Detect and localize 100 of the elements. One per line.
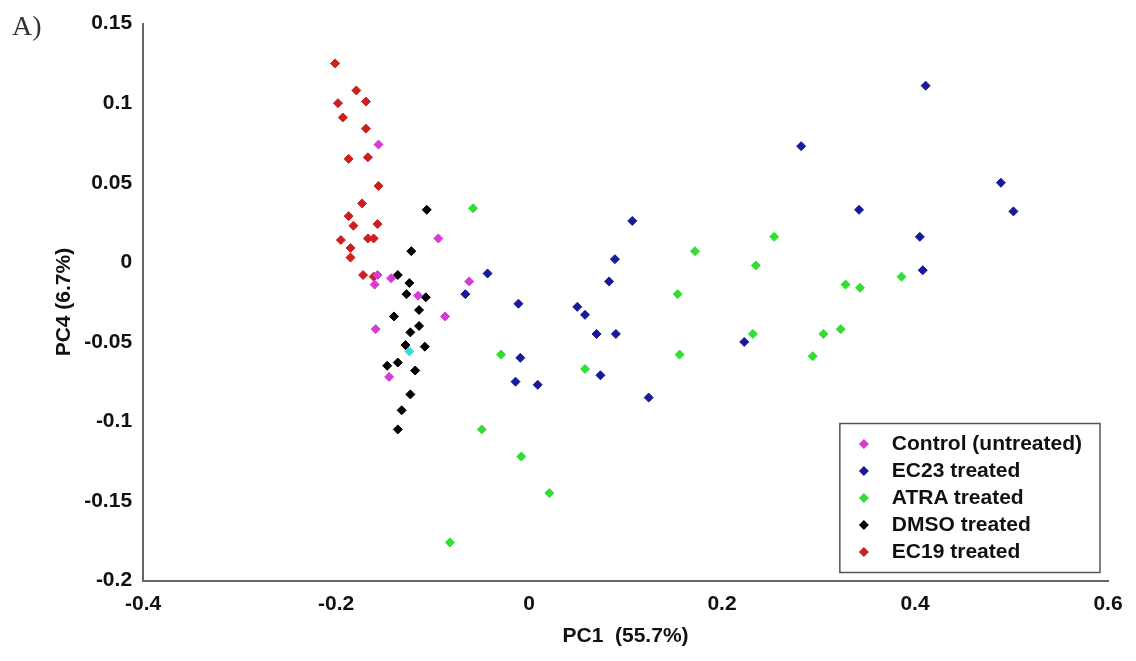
point xyxy=(335,235,346,246)
point xyxy=(516,451,527,462)
y-tick-label: 0.05 xyxy=(91,169,133,193)
point xyxy=(332,98,343,109)
point xyxy=(369,279,380,290)
point xyxy=(372,270,383,281)
point xyxy=(392,357,403,368)
point xyxy=(580,363,591,374)
point xyxy=(769,231,780,242)
point xyxy=(414,305,425,316)
point xyxy=(414,320,425,331)
point xyxy=(384,371,395,382)
point xyxy=(468,203,479,214)
point xyxy=(386,273,397,284)
legend-label: EC19 treated xyxy=(891,538,1021,562)
point xyxy=(690,246,701,257)
point xyxy=(855,282,866,293)
point xyxy=(643,392,654,403)
point xyxy=(818,328,829,339)
point xyxy=(510,376,521,387)
point xyxy=(995,177,1006,188)
point xyxy=(513,298,524,309)
point xyxy=(580,309,591,320)
point xyxy=(370,324,381,335)
legend-label: ATRA treated xyxy=(891,484,1024,508)
point xyxy=(604,276,615,287)
point xyxy=(482,268,493,279)
point xyxy=(807,351,818,362)
x-axis-title: PC1 (55.7%) xyxy=(562,623,689,647)
text: A) xyxy=(12,10,42,42)
x-tick-label: 0 xyxy=(523,591,535,614)
x-tick-label: 0.6 xyxy=(1093,591,1123,614)
point xyxy=(476,424,487,435)
point xyxy=(392,270,403,281)
y-tick-label: -0.15 xyxy=(84,487,133,511)
point xyxy=(413,290,424,301)
point xyxy=(460,289,471,300)
point xyxy=(750,260,761,271)
y-tick-label: 0.15 xyxy=(91,10,133,34)
point xyxy=(420,292,431,303)
point xyxy=(496,349,507,360)
point xyxy=(854,204,865,215)
y-tick-label: -0.1 xyxy=(95,408,133,432)
point xyxy=(388,311,399,322)
point xyxy=(396,405,407,416)
point xyxy=(373,180,384,191)
point xyxy=(410,365,421,376)
point xyxy=(382,360,393,371)
y-tick-label: 0 xyxy=(120,249,133,273)
legend-label: Control (untreated) xyxy=(891,430,1083,454)
point xyxy=(357,198,368,209)
point xyxy=(404,346,415,357)
point xyxy=(351,85,362,96)
point xyxy=(444,537,455,548)
point xyxy=(672,289,683,300)
point xyxy=(337,112,348,123)
point xyxy=(433,233,444,244)
point xyxy=(405,327,416,338)
point xyxy=(627,215,638,226)
point xyxy=(400,340,411,351)
point xyxy=(330,58,341,69)
point xyxy=(591,328,602,339)
legend-label: DMSO treated xyxy=(891,511,1031,535)
point xyxy=(345,242,356,253)
point xyxy=(405,389,416,400)
point xyxy=(373,139,384,150)
point xyxy=(572,301,583,312)
point xyxy=(595,370,606,381)
point xyxy=(532,379,543,390)
point xyxy=(920,80,931,91)
point xyxy=(610,328,621,339)
x-tick-label: -0.2 xyxy=(317,591,355,614)
x-tick-label: 0.2 xyxy=(707,591,737,614)
x-tick-label: 0.4 xyxy=(900,591,930,614)
point xyxy=(1008,206,1019,217)
point xyxy=(358,270,369,281)
y-tick-label: -0.05 xyxy=(84,328,133,352)
point xyxy=(406,246,417,257)
point xyxy=(372,219,383,230)
x-tick-label: -0.4 xyxy=(124,591,162,614)
point xyxy=(544,488,555,499)
point xyxy=(348,220,359,231)
point xyxy=(914,231,925,242)
point xyxy=(404,278,415,288)
point xyxy=(840,279,851,290)
point xyxy=(401,289,412,300)
point xyxy=(917,265,928,276)
point xyxy=(440,311,451,322)
y-axis-title: PC4 (6.7%) xyxy=(51,247,75,357)
point xyxy=(796,141,807,152)
y-tick-label: -0.2 xyxy=(95,567,133,591)
point xyxy=(419,341,430,352)
point xyxy=(739,336,750,347)
point xyxy=(360,96,371,107)
point xyxy=(345,252,356,263)
point xyxy=(360,123,371,134)
legend-label: EC23 treated xyxy=(891,457,1021,481)
point xyxy=(464,276,475,287)
point xyxy=(515,352,526,363)
point xyxy=(674,349,685,360)
